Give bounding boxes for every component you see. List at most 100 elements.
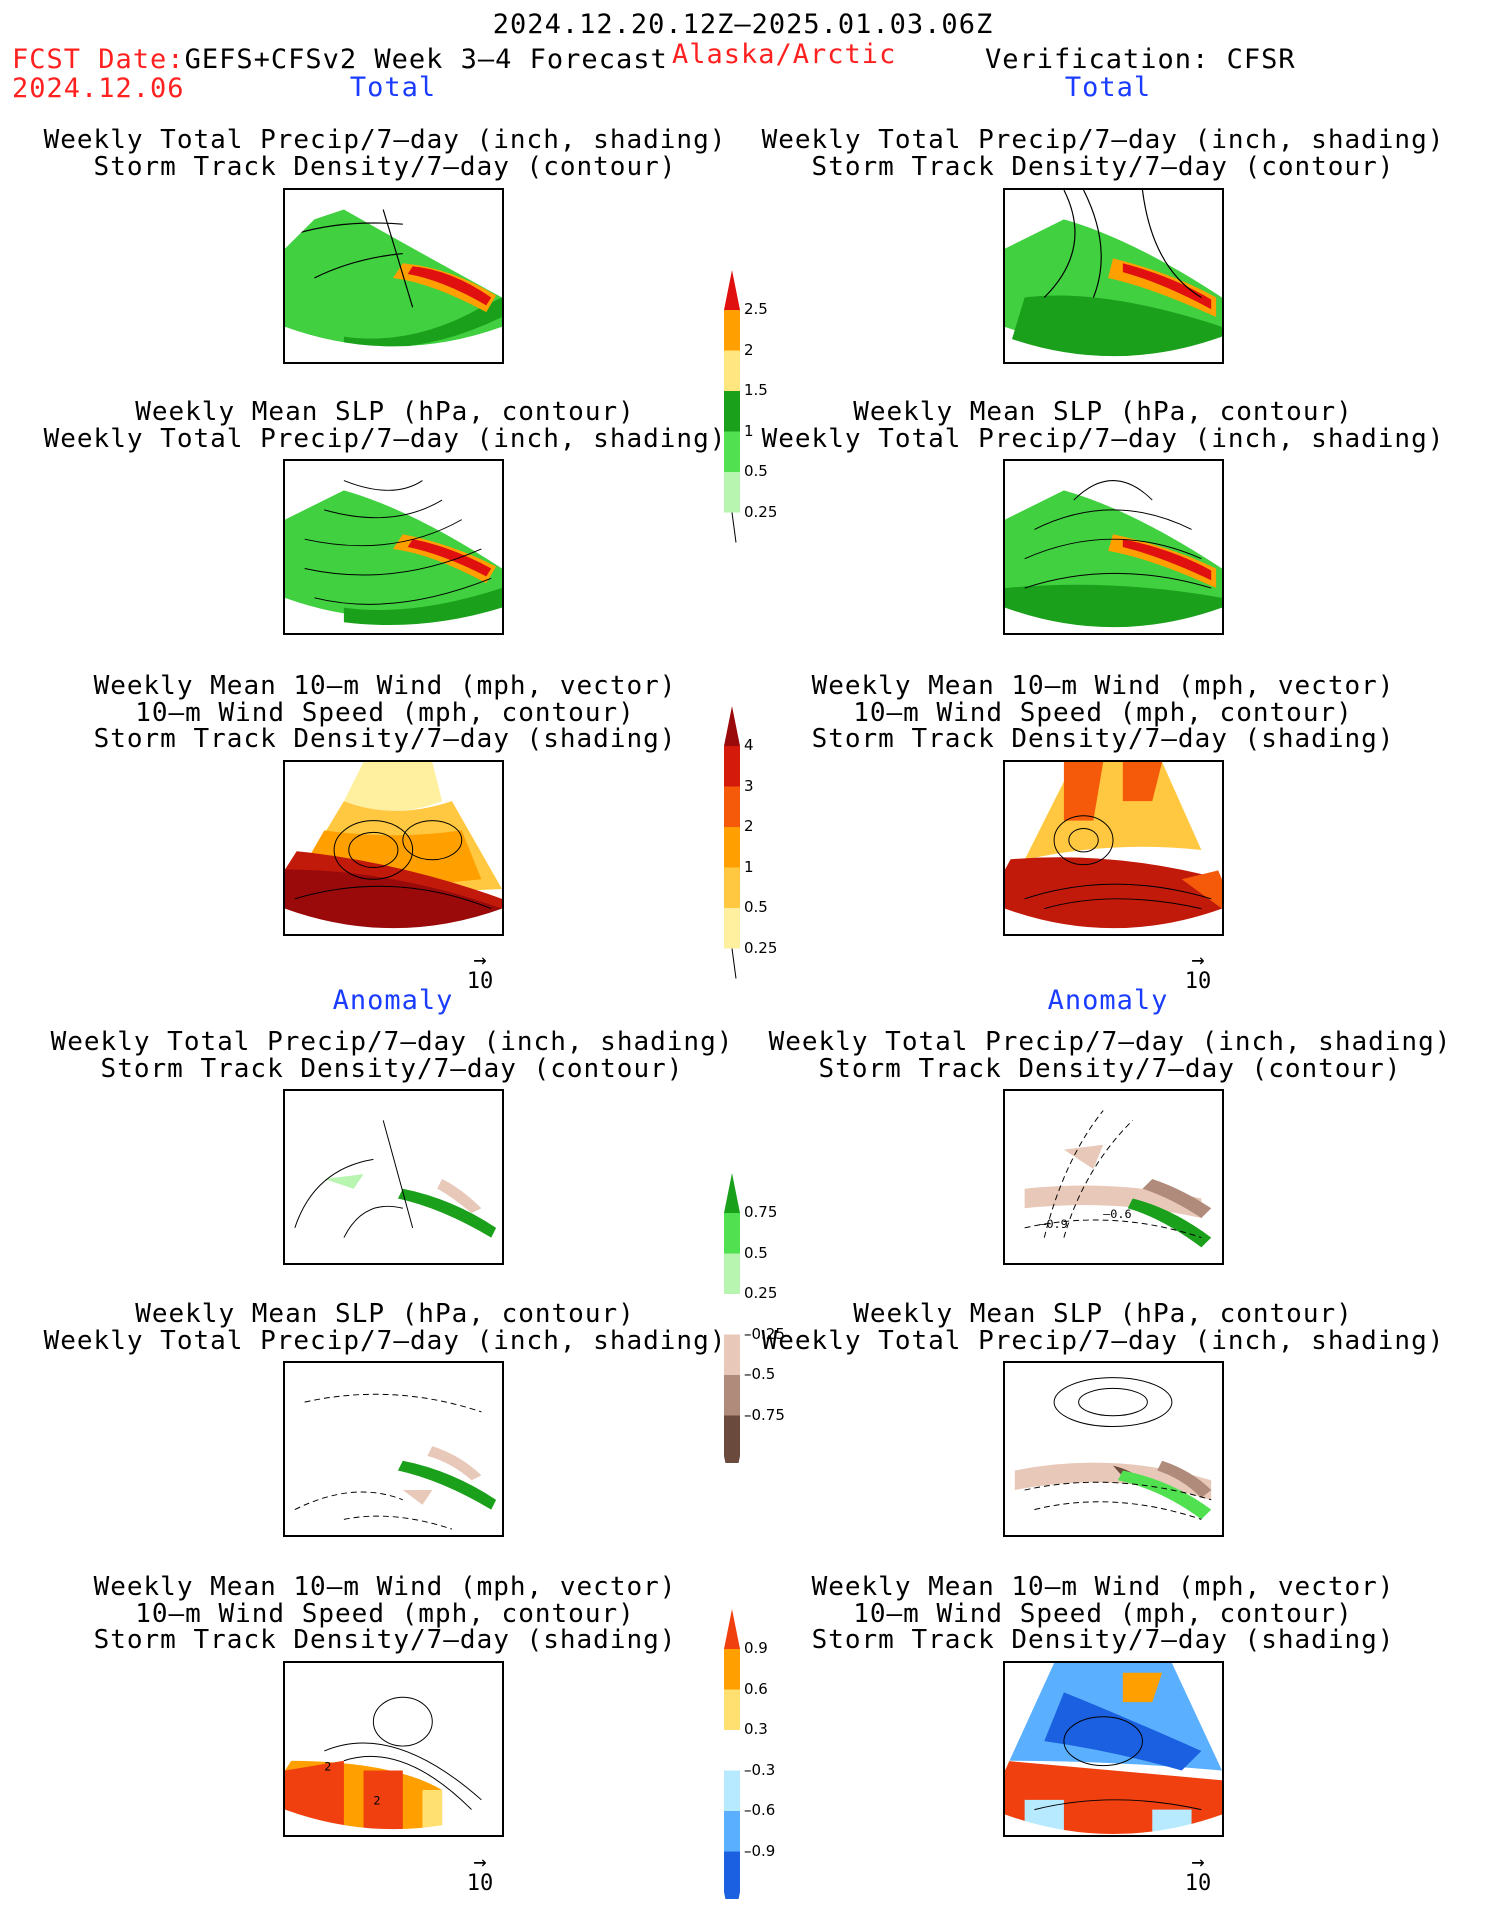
colorbar-tick-label: –0.75 — [744, 1405, 785, 1424]
title-line: Weekly Total Precip/7–day (inch, shading… — [761, 125, 1445, 155]
colorbar-segment — [724, 1770, 740, 1811]
colorbar-segment — [724, 1851, 740, 1892]
map-total-precip-verif — [1003, 188, 1224, 364]
title-line: Weekly Mean SLP (hPa, contour) — [135, 1299, 635, 1329]
map-total-precip-forecast — [283, 188, 504, 364]
colorbar-tick-label: 0.25 — [744, 502, 778, 521]
title-line: 10–m Wind Speed (mph, contour) — [135, 697, 635, 728]
colorbar-bottom-arrow — [724, 1892, 740, 1899]
title-line: Weekly Mean 10–m Wind (mph, vector) — [811, 1572, 1395, 1602]
title-line: Weekly Mean SLP (hPa, contour) — [853, 397, 1353, 427]
section-anomaly-right: Anomaly — [1047, 985, 1169, 1016]
map-anom-wind-forecast: 2 2 — [283, 1661, 504, 1837]
contour-label: –0.6 — [1103, 1207, 1131, 1221]
colorbar-svg — [724, 1173, 740, 1463]
colorbar-tick-label: –0.9 — [744, 1841, 776, 1860]
colorbar-tick-label: 1 — [744, 421, 754, 440]
title-line: Weekly Total Precip/7–day (inch, shading… — [43, 1325, 727, 1356]
colorbar-svg — [724, 270, 740, 543]
panel-title-anom-wind-storm-left: Weekly Mean 10–m Wind (mph, vector) 10–m… — [94, 1574, 677, 1654]
colorbar-tick-label: 2 — [744, 340, 754, 359]
colorbar-segment — [724, 1375, 740, 1416]
title-line: Weekly Total Precip/7–day (inch, shading… — [761, 1325, 1445, 1356]
panel-title-slp-precip-left: Weekly Mean SLP (hPa, contour) Weekly To… — [44, 399, 727, 452]
colorbar-segment — [724, 1415, 740, 1456]
colorbar-precip-total: 2.5 2 1.5 1 0.5 0.25 — [724, 270, 784, 560]
title-line: 10–m Wind Speed (mph, contour) — [853, 697, 1353, 728]
panel-title-slp-precip-right: Weekly Mean SLP (hPa, contour) Weekly To… — [762, 399, 1445, 452]
fcst-prefix: FCST Date: — [12, 44, 185, 75]
colorbar-segment — [724, 391, 740, 432]
colorbar-tick-label: 0.25 — [744, 1284, 778, 1302]
colorbar-bottom-arrow — [731, 948, 737, 979]
title-line: Weekly Total Precip/7–day (inch, shading… — [768, 1027, 1452, 1057]
panel-title-anom-slp-precip-right: Weekly Mean SLP (hPa, contour) Weekly To… — [762, 1301, 1445, 1354]
colorbar-storm-total: 4 3 2 1 0.5 0.25 — [724, 706, 784, 996]
vector-ref-anom-left: → 10 — [466, 1850, 494, 1897]
colorbar-bottom-arrow — [731, 512, 737, 543]
title-line: Weekly Total Precip/7–day (inch, shading… — [50, 1027, 734, 1057]
date-range-title: 2024.12.20.12Z–2025.01.03.06Z — [492, 9, 994, 40]
panel-title-anom-wind-storm-right: Weekly Mean 10–m Wind (mph, vector) 10–m… — [812, 1574, 1395, 1654]
title-line: Storm Track Density/7–day (contour) — [811, 151, 1395, 182]
colorbar-top-arrow — [724, 1173, 740, 1213]
colorbar-segment — [724, 1253, 740, 1294]
vector-ref-value: 10 — [1184, 969, 1212, 994]
fcst-date: 2024.12.06 — [12, 73, 185, 104]
vector-ref-total-right: → 10 — [1184, 948, 1212, 995]
map-anom-slp-forecast — [283, 1361, 504, 1537]
colorbar-tick-label: 2.5 — [744, 300, 768, 318]
contour-label: 2 — [324, 1760, 331, 1774]
colorbar-tick-label: 1.5 — [744, 381, 768, 399]
arrow-icon: → — [473, 948, 487, 973]
colorbar-segment — [724, 786, 740, 827]
title-line: Weekly Mean SLP (hPa, contour) — [853, 1299, 1353, 1329]
panel-title-anom-precip-storm-left: Weekly Total Precip/7–day (inch, shading… — [51, 1029, 734, 1082]
section-total-right: Total — [1064, 72, 1152, 103]
colorbar-tick-label: –0.25 — [744, 1324, 785, 1343]
arrow-icon: → — [473, 1850, 487, 1875]
vector-ref-total-left: → 10 — [466, 948, 494, 995]
colorbar-segment — [724, 1811, 740, 1852]
colorbar-wind-anom: 0.9 0.6 0.3 –0.3 –0.6 –0.9 — [724, 1609, 784, 1899]
title-line: Storm Track Density/7–day (shading) — [93, 724, 677, 754]
region-label: Alaska/Arctic — [672, 39, 897, 70]
colorbar-top-arrow — [724, 706, 740, 746]
colorbar-segment — [724, 1730, 740, 1771]
section-anomaly-left: Anomaly — [332, 985, 454, 1016]
title-line: Storm Track Density/7–day (contour) — [93, 151, 677, 182]
vector-ref-value: 10 — [466, 1871, 494, 1896]
colorbar-segment — [724, 1649, 740, 1690]
title-line: 10–m Wind Speed (mph, contour) — [135, 1598, 635, 1629]
colorbar-segment — [724, 1294, 740, 1335]
colorbar-tick-label: –0.6 — [744, 1801, 776, 1819]
title-line: 10–m Wind Speed (mph, contour) — [853, 1598, 1353, 1629]
colorbar-segment — [724, 310, 740, 351]
colorbar-tick-label: 0.75 — [744, 1203, 778, 1221]
title-line: Weekly Mean 10–m Wind (mph, vector) — [93, 671, 677, 701]
map-total-slp-forecast — [283, 459, 504, 635]
colorbar-tick-label: 3 — [744, 776, 754, 795]
colorbar-tick-label: 0.25 — [744, 938, 778, 957]
title-line: Storm Track Density/7–day (shading) — [93, 1625, 677, 1655]
colorbar-tick-label: –0.5 — [744, 1365, 776, 1383]
colorbar-tick-label: 0.9 — [744, 1639, 768, 1657]
colorbar-tick-label: 1 — [744, 857, 754, 876]
colorbar-segment — [724, 867, 740, 908]
colorbar-precip-anom: 0.75 0.5 0.25 –0.25 –0.5 –0.75 — [724, 1173, 785, 1463]
title-line: Storm Track Density/7–day (shading) — [811, 1625, 1395, 1655]
colorbar-bottom-arrow — [724, 1456, 740, 1463]
section-total-left: Total — [349, 72, 437, 103]
colorbar-tick-label: 4 — [744, 736, 754, 754]
arrow-icon: → — [1191, 948, 1205, 973]
colorbar-tick-label: 0.3 — [744, 1720, 768, 1738]
colorbar-segment — [724, 472, 740, 513]
contour-label: –0.9 — [1039, 1217, 1067, 1231]
colorbar-segment — [724, 431, 740, 472]
panel-title-wind-storm-left: Weekly Mean 10–m Wind (mph, vector) 10–m… — [94, 673, 677, 753]
vector-ref-value: 10 — [466, 969, 494, 994]
panel-title-wind-storm-right: Weekly Mean 10–m Wind (mph, vector) 10–m… — [812, 673, 1395, 753]
colorbar-segment — [724, 908, 740, 949]
title-line: Weekly Total Precip/7–day (inch, shading… — [43, 423, 727, 454]
map-anom-wind-verif — [1003, 1661, 1224, 1837]
